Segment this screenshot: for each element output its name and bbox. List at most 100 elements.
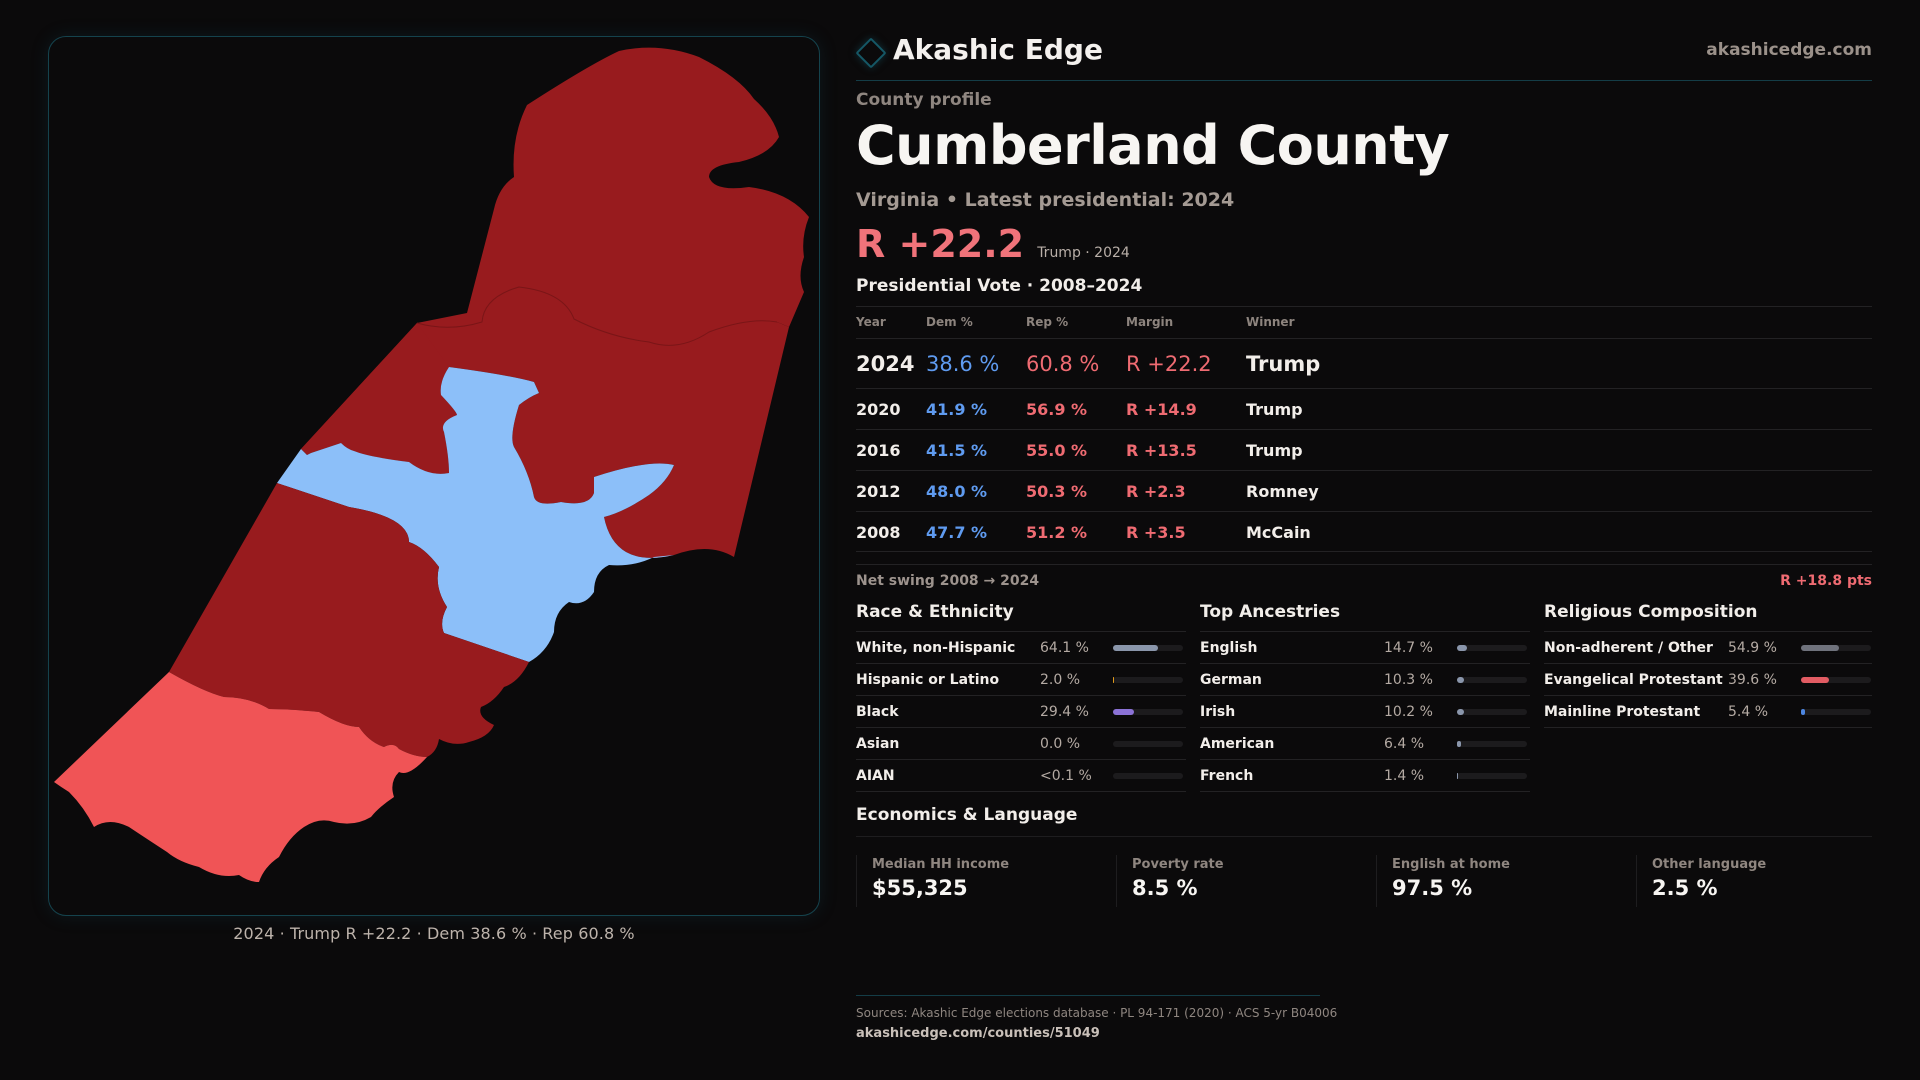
stat-row: Asian 0.0 % xyxy=(856,728,1186,760)
progress-bar-fill xyxy=(1457,741,1462,747)
progress-bar-track xyxy=(1457,709,1527,715)
table-row: 2016 41.5 % 55.0 % R +13.5 Trump xyxy=(856,429,1872,470)
stat-value: 2.0 % xyxy=(1040,672,1081,688)
stat-card-poverty: Poverty rate 8.5 % xyxy=(1116,855,1370,907)
table-row: 2008 47.7 % 51.2 % R +3.5 McCain xyxy=(856,511,1872,552)
stat-row: American 6.4 % xyxy=(1200,728,1530,760)
stat-card-other-language: Other language 2.5 % xyxy=(1636,855,1890,907)
stat-label: English at home xyxy=(1392,857,1510,872)
page-subtitle: Virginia • Latest presidential: 2024 xyxy=(856,189,1235,211)
stat-label: Hispanic or Latino xyxy=(856,672,1000,688)
presidential-title: Presidential Vote · 2008–2024 xyxy=(856,276,1143,296)
economics-section: Economics & Language Median HH income $5… xyxy=(856,805,1872,919)
stat-value: 8.5 % xyxy=(1132,876,1198,900)
progress-bar-fill xyxy=(1457,773,1459,779)
cell-winner: Trump xyxy=(1246,352,1321,376)
cell-dem: 41.9 % xyxy=(926,400,988,419)
stat-row: English 14.7 % xyxy=(1200,632,1530,664)
progress-bar-track xyxy=(1113,677,1183,683)
stat-label: Mainline Protestant xyxy=(1544,704,1701,720)
map-precinct-central-west[interactable] xyxy=(301,323,457,474)
cell-rep: 55.0 % xyxy=(1026,441,1088,460)
section-title: Race & Ethnicity xyxy=(856,602,1186,632)
stat-label: American xyxy=(1200,736,1275,752)
economics-cards: Median HH income $55,325 Poverty rate 8.… xyxy=(856,855,1872,919)
cell-dem: 48.0 % xyxy=(926,482,988,501)
footer-url-link[interactable]: akashicedge.com/counties/51049 xyxy=(856,1026,1100,1041)
progress-bar-track xyxy=(1457,677,1527,683)
stat-value: 14.7 % xyxy=(1384,640,1433,656)
stat-value: 39.6 % xyxy=(1728,672,1777,688)
stat-row: French 1.4 % xyxy=(1200,760,1530,792)
header-divider xyxy=(856,80,1872,81)
progress-bar-track xyxy=(1801,677,1871,683)
cell-rep: 51.2 % xyxy=(1026,523,1088,542)
stat-label: Evangelical Protestant xyxy=(1544,672,1723,688)
stat-value: 97.5 % xyxy=(1392,876,1473,900)
brand-url-link[interactable]: akashicedge.com xyxy=(1706,40,1872,60)
sources-text: Sources: Akashic Edge elections database… xyxy=(856,1006,1338,1020)
map-caption: 2024 · Trump R +22.2 · Dem 38.6 % · Rep … xyxy=(233,924,635,943)
stat-value: 6.4 % xyxy=(1384,736,1425,752)
stat-value: $55,325 xyxy=(872,876,968,900)
presidential-table: Year Dem % Rep % Margin Winner 2024 38.6… xyxy=(856,306,1872,552)
progress-bar-track xyxy=(1113,741,1183,747)
stat-label: English xyxy=(1200,640,1258,656)
section-title: Economics & Language xyxy=(856,805,1872,837)
map-precinct-southwest[interactable] xyxy=(169,483,529,757)
progress-bar-fill xyxy=(1801,709,1805,715)
ancestry-section: Top Ancestries English 14.7 % German 10.3 %… xyxy=(1200,602,1530,792)
diamond-outline-icon xyxy=(855,37,887,69)
progress-bar-fill xyxy=(1457,645,1468,651)
col-rep-header: Rep % xyxy=(1026,315,1069,329)
stat-value: 1.4 % xyxy=(1384,768,1425,784)
cell-dem: 47.7 % xyxy=(926,523,988,542)
progress-bar-track xyxy=(1457,741,1527,747)
stat-value: 5.4 % xyxy=(1728,704,1769,720)
stat-value: 2.5 % xyxy=(1652,876,1718,900)
map-boundary-line xyxy=(416,286,778,346)
stat-value: 64.1 % xyxy=(1040,640,1089,656)
progress-bar-track xyxy=(1801,645,1871,651)
progress-bar-track xyxy=(1113,773,1183,779)
stat-row: German 10.3 % xyxy=(1200,664,1530,696)
progress-bar-track xyxy=(1801,709,1871,715)
progress-bar-track xyxy=(1457,773,1527,779)
map-precinct-north[interactable] xyxy=(417,47,809,346)
progress-bar-track xyxy=(1457,645,1527,651)
religion-section: Religious Composition Non-adherent / Oth… xyxy=(1544,602,1872,728)
county-map[interactable] xyxy=(48,36,820,916)
cell-rep: 50.3 % xyxy=(1026,482,1088,501)
net-swing-label: Net swing 2008 → 2024 xyxy=(856,573,1040,589)
map-precinct-south[interactable] xyxy=(54,672,427,882)
brand-header: Akashic Edge akashicedge.com xyxy=(855,30,1872,80)
cell-rep: 56.9 % xyxy=(1026,400,1088,419)
brand-name[interactable]: Akashic Edge xyxy=(893,33,1103,66)
stat-value: 54.9 % xyxy=(1728,640,1777,656)
progress-bar-fill xyxy=(1113,677,1115,683)
cell-dem: 41.5 % xyxy=(926,441,988,460)
stat-label: Other language xyxy=(1652,857,1767,872)
swing-divider xyxy=(856,564,1872,565)
progress-bar-fill xyxy=(1457,677,1465,683)
col-year-header: Year xyxy=(856,315,886,329)
cell-year: 2024 xyxy=(856,352,915,376)
footer-divider xyxy=(856,995,1320,996)
headline-winner: Trump · 2024 xyxy=(1037,245,1130,261)
cell-year: 2020 xyxy=(856,400,901,419)
cell-margin: R +13.5 xyxy=(1126,441,1197,460)
table-row: 2020 41.9 % 56.9 % R +14.9 Trump xyxy=(856,388,1872,429)
section-title: Top Ancestries xyxy=(1200,602,1530,632)
table-row: 2012 48.0 % 50.3 % R +2.3 Romney xyxy=(856,470,1872,511)
stat-value: 10.2 % xyxy=(1384,704,1433,720)
section-title: Religious Composition xyxy=(1544,602,1872,632)
stat-label: Poverty rate xyxy=(1132,857,1224,872)
cell-margin: R +3.5 xyxy=(1126,523,1186,542)
map-precinct-center[interactable] xyxy=(277,367,674,662)
col-margin-header: Margin xyxy=(1126,315,1174,329)
stat-row: Non-adherent / Other 54.9 % xyxy=(1544,632,1872,664)
col-winner-header: Winner xyxy=(1246,315,1295,329)
progress-bar-fill xyxy=(1801,645,1840,651)
stat-value: 0.0 % xyxy=(1040,736,1081,752)
stat-label: Non-adherent / Other xyxy=(1544,640,1713,656)
